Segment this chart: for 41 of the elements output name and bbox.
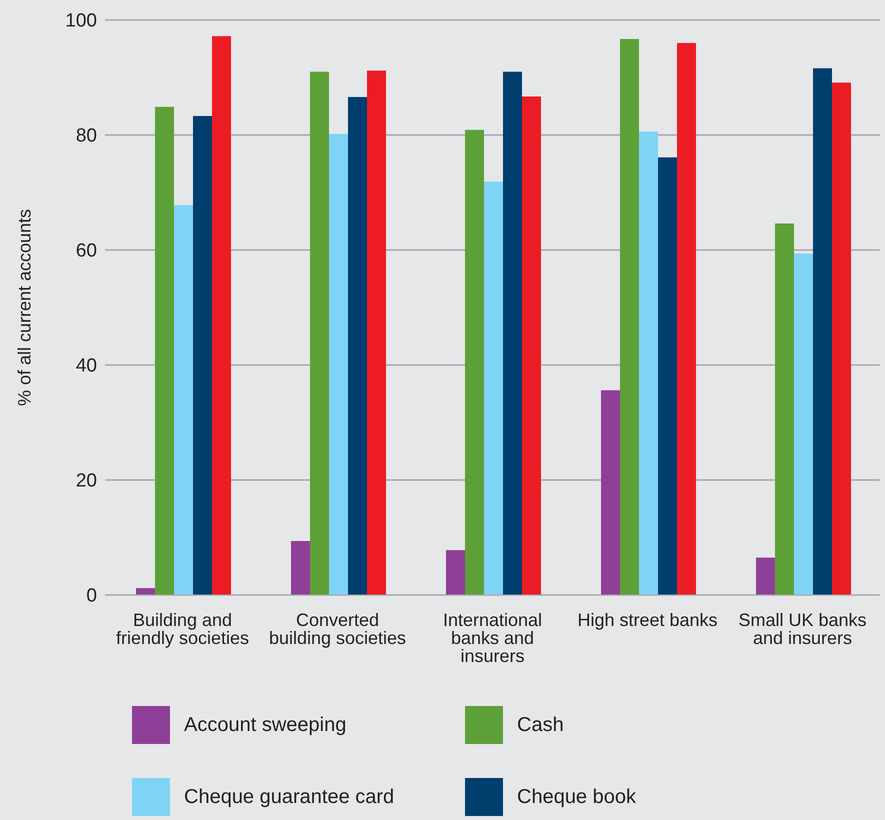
legend-label: Cheque guarantee card	[183, 784, 396, 810]
x-tick-label: Building and friendly societies	[116, 610, 250, 648]
bar	[601, 390, 620, 595]
bar	[813, 68, 832, 595]
bar	[329, 134, 348, 595]
bar	[639, 132, 658, 595]
y-tick-label: 20	[76, 470, 97, 492]
bar	[465, 130, 484, 595]
y-tick-label: 80	[76, 126, 97, 147]
y-tick-label: 100	[65, 10, 97, 32]
bar	[794, 253, 813, 595]
bar	[775, 224, 794, 595]
bar	[291, 540, 310, 595]
x-tick-label: International banks and insurers	[442, 610, 542, 666]
bar	[348, 97, 367, 595]
legend-label: Cheque book	[516, 784, 637, 810]
x-tick-label: High street banks	[577, 610, 718, 630]
y-axis-title: % of all current accounts	[14, 208, 34, 406]
bar	[620, 38, 639, 595]
bar	[174, 205, 193, 595]
bar	[503, 72, 522, 595]
bar	[136, 588, 155, 595]
bar	[193, 116, 212, 595]
bar	[310, 72, 329, 595]
bar	[484, 182, 503, 595]
y-tick-label: 60	[76, 240, 97, 262]
bar	[522, 96, 541, 595]
legend-label: Account sweeping	[183, 712, 348, 738]
bar	[212, 36, 231, 595]
bar	[756, 558, 775, 595]
bar	[658, 157, 677, 595]
bar	[677, 43, 696, 595]
bar	[446, 550, 465, 595]
bar	[367, 70, 386, 595]
x-tick-label: Converted building societies	[268, 610, 406, 648]
bar	[155, 106, 174, 595]
x-tick-label: Small UK banks and insurers	[738, 610, 867, 648]
legend-label: Cash	[516, 712, 565, 738]
y-tick-label: 0	[86, 586, 97, 607]
bar	[832, 82, 851, 595]
y-tick-label: 40	[76, 356, 97, 377]
